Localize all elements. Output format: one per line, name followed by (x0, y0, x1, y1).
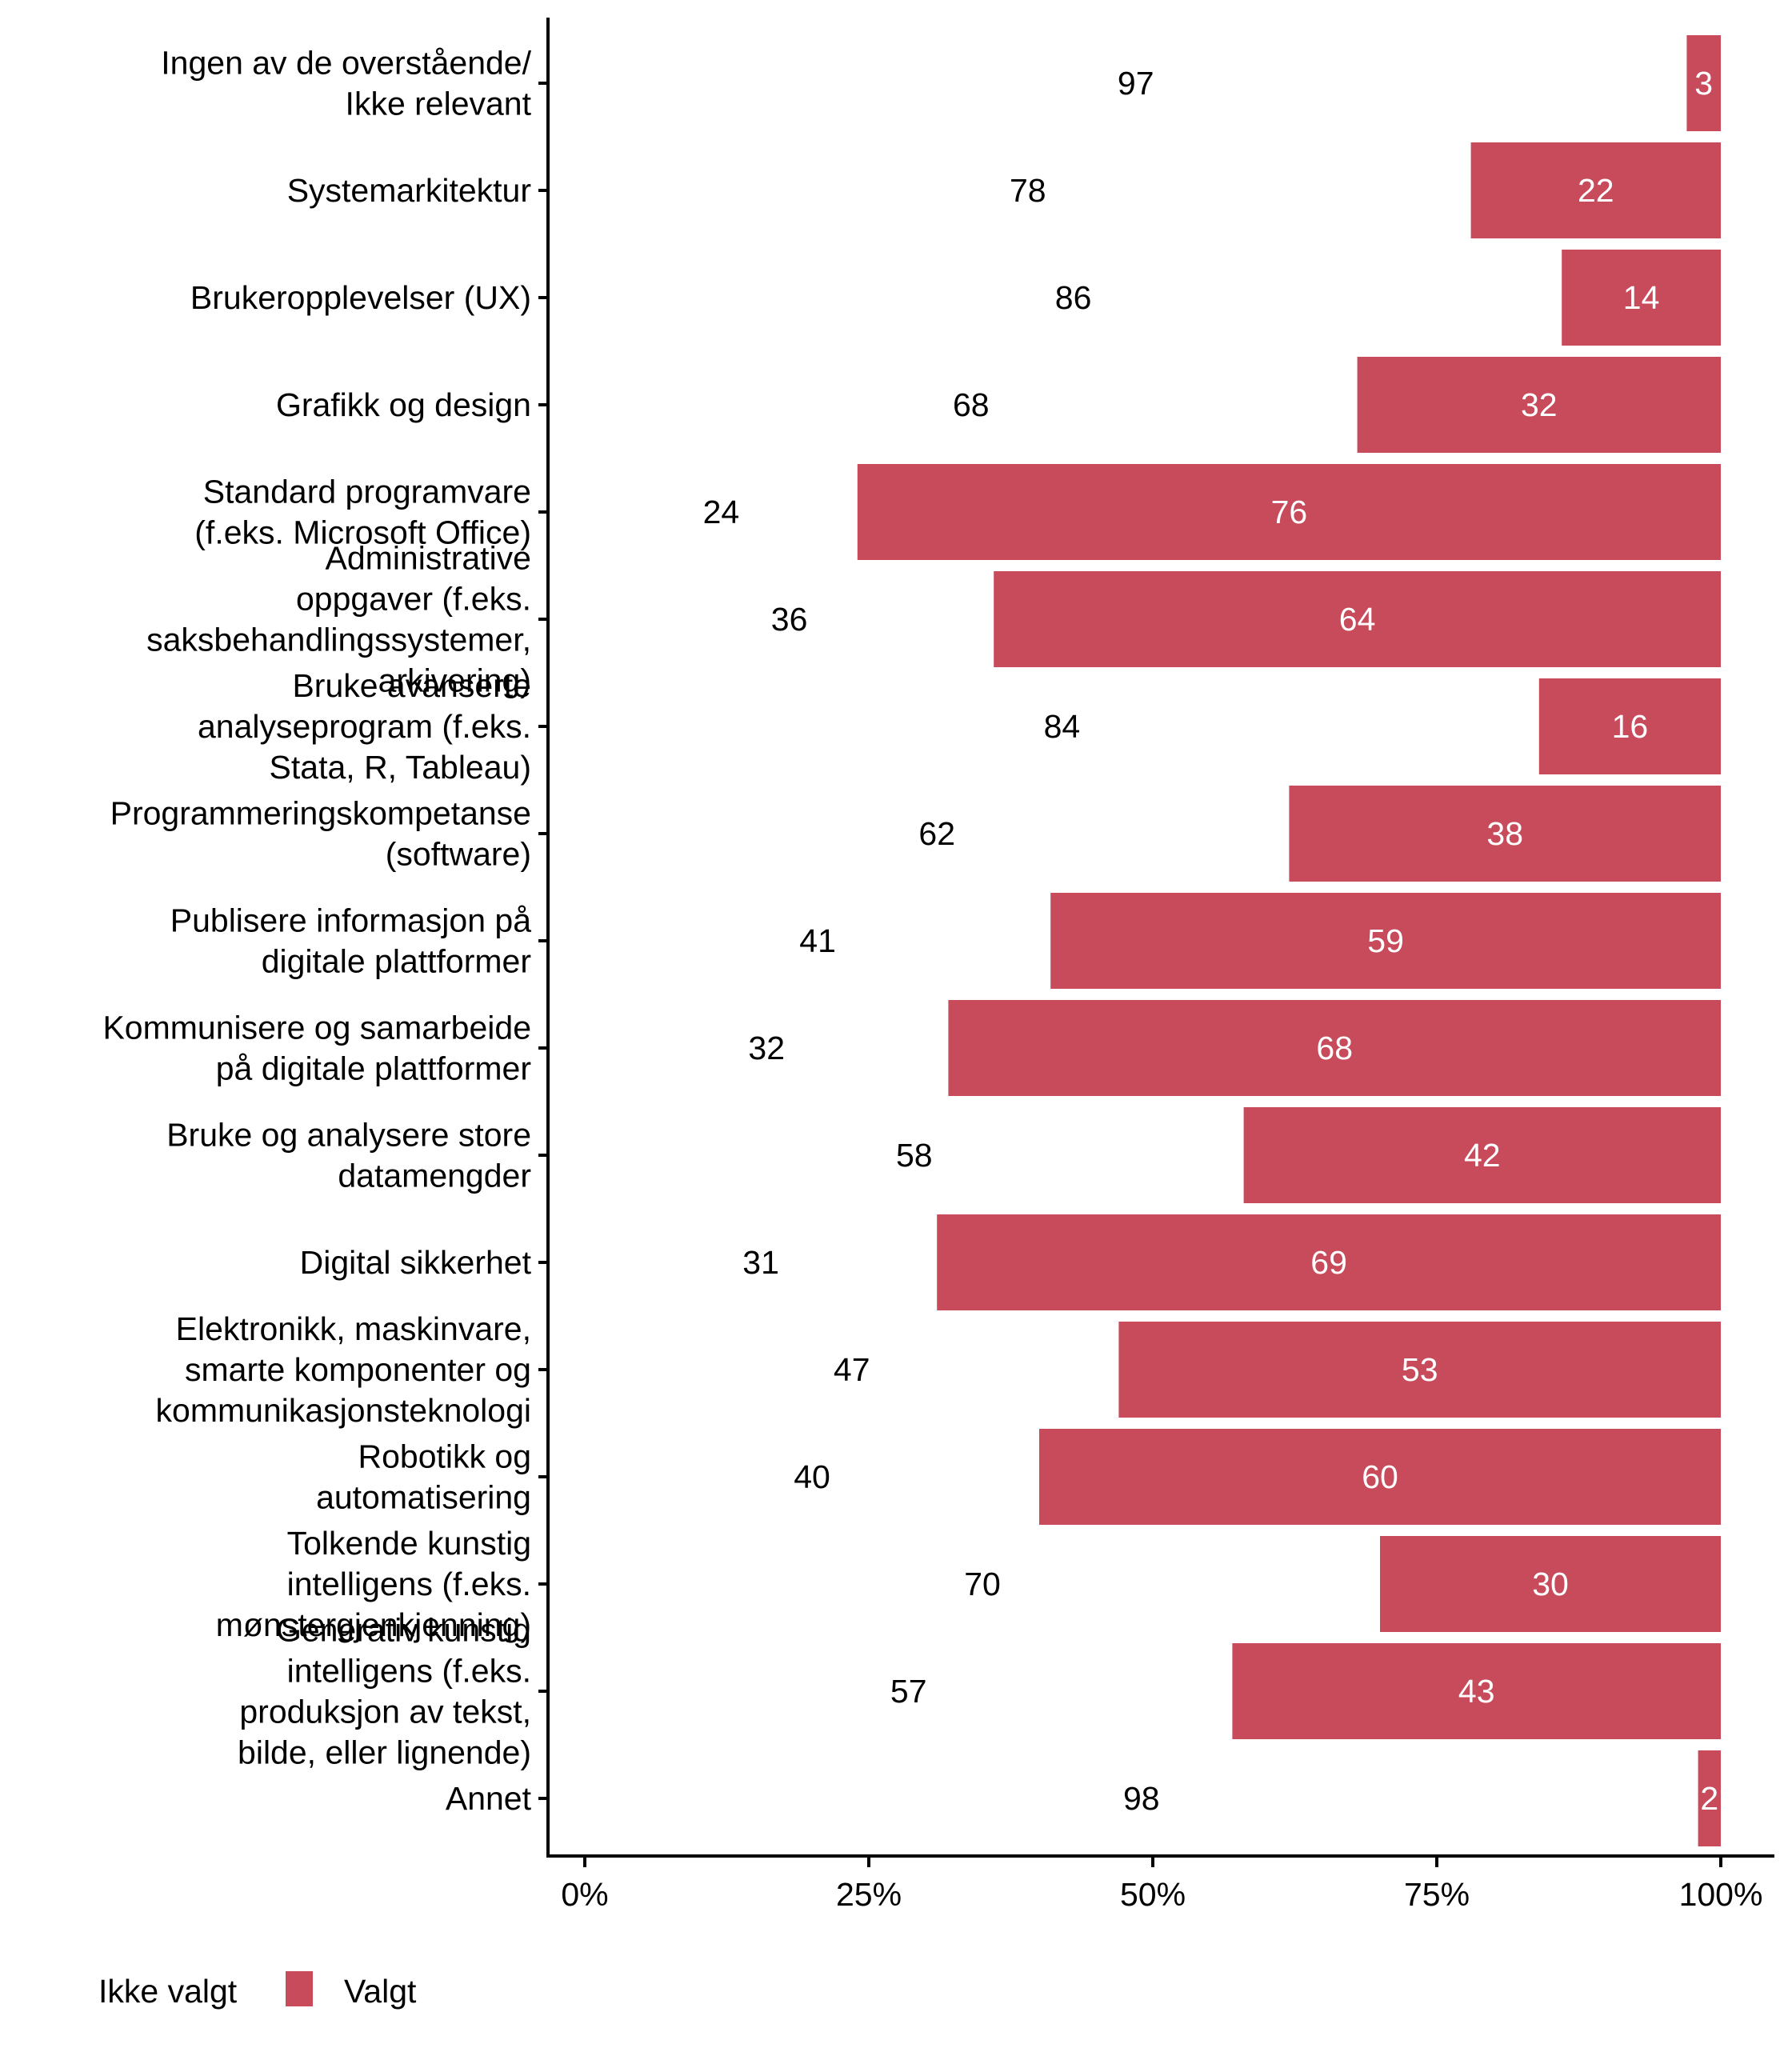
category-label: Generativ kunstig intelligens (f.eks. prod… (238, 1612, 531, 1771)
x-axis: 0% 25% 50% 75% 100% (546, 1854, 1774, 1913)
value-label-valgt: 3 (1694, 65, 1713, 102)
bar-valgt (1118, 1322, 1721, 1418)
value-label-valgt: 16 (1612, 708, 1649, 745)
bars-layer (857, 35, 1721, 1846)
category-label: Grafikk og design (276, 386, 531, 423)
value-label-ikke-valgt: 86 (1055, 279, 1092, 316)
value-label-ikke-valgt: 97 (1118, 65, 1154, 102)
value-label-valgt: 64 (1339, 601, 1376, 638)
value-label-valgt: 69 (1310, 1244, 1347, 1281)
category-label: Annet (446, 1780, 532, 1817)
value-label-ikke-valgt: 32 (748, 1030, 785, 1066)
value-label-valgt: 14 (1623, 279, 1660, 316)
value-label-ikke-valgt: 98 (1123, 1780, 1160, 1817)
bar-valgt (857, 464, 1721, 560)
value-label-ikke-valgt: 24 (703, 494, 740, 530)
category-label: Publisere informasjon på digitale plattfo… (170, 902, 531, 980)
x-tick-label: 100% (1679, 1876, 1763, 1913)
category-label: Administrative oppgaver (f.eks. saksbehand… (146, 540, 531, 699)
value-label-ikke-valgt: 84 (1044, 708, 1081, 745)
bar-valgt (1039, 1429, 1721, 1525)
bar-valgt (1243, 1107, 1721, 1203)
bar-valgt (1232, 1643, 1721, 1739)
value-label-ikke-valgt: 62 (918, 815, 955, 852)
category-label: Kommunisere og samarbeide på digitale pla… (102, 1010, 531, 1087)
value-label-ikke-valgt: 78 (1010, 172, 1046, 209)
bar-valgt (994, 571, 1721, 667)
value-label-ikke-valgt: 47 (834, 1351, 870, 1388)
value-label-ikke-valgt: 70 (964, 1566, 1001, 1602)
legend: Ikke valgt Valgt (98, 1971, 417, 2010)
x-tick-label: 75% (1404, 1876, 1470, 1913)
category-label: Systemarkitektur (287, 172, 531, 209)
value-labels-layer: 97 3 78 22 86 14 68 32 24 76 36 64 84 16 62 38 41 59 32 68 5… (703, 65, 1719, 1817)
category-label: Brukeropplevelser (UX) (190, 279, 531, 316)
category-label: Programmeringskompetanse (software) (110, 795, 531, 873)
category-label: Robotikk og automatisering (316, 1438, 531, 1516)
value-label-ikke-valgt: 40 (794, 1458, 830, 1495)
value-label-valgt: 60 (1362, 1458, 1398, 1495)
value-label-ikke-valgt: 36 (771, 601, 808, 638)
value-label-valgt: 30 (1532, 1566, 1569, 1602)
value-label-valgt: 76 (1271, 494, 1308, 530)
value-label-ikke-valgt: 68 (953, 386, 990, 423)
category-label: Standard programvare (f.eks. Microsoft Of… (194, 474, 531, 551)
bar-valgt (1470, 142, 1721, 238)
legend-title-ikke-valgt: Ikke valgt (98, 1973, 238, 2010)
category-label: Tolkende kunstig intelligens (f.eks. mønst… (216, 1525, 531, 1643)
category-label: Bruke avanserte analyseprogram (f.eks. Sta… (198, 667, 531, 786)
value-label-valgt: 68 (1316, 1030, 1353, 1066)
bar-valgt (1357, 357, 1721, 453)
bar-valgt (948, 1000, 1721, 1096)
value-label-valgt: 38 (1486, 815, 1523, 852)
y-axis (538, 18, 550, 1858)
bar-valgt (1538, 678, 1721, 774)
value-label-ikke-valgt: 57 (890, 1673, 927, 1710)
bar-valgt (1289, 786, 1721, 882)
value-label-valgt: 22 (1578, 172, 1614, 209)
value-label-ikke-valgt: 31 (742, 1244, 779, 1281)
value-label-valgt: 59 (1367, 922, 1404, 959)
category-label: Digital sikkerhet (300, 1244, 532, 1281)
category-label: Elektronikk, maskinvare, smarte komponent… (156, 1310, 531, 1429)
bar-valgt (1562, 250, 1721, 346)
value-label-valgt: 42 (1464, 1137, 1501, 1174)
value-label-valgt: 53 (1402, 1351, 1438, 1388)
value-label-valgt: 43 (1458, 1673, 1495, 1710)
x-tick-label: 0% (561, 1876, 608, 1913)
legend-label-valgt: Valgt (344, 1973, 417, 2010)
value-label-valgt: 32 (1521, 386, 1558, 423)
bar-valgt (1698, 1750, 1721, 1846)
x-tick-label: 50% (1120, 1876, 1186, 1913)
value-label-ikke-valgt: 41 (799, 922, 836, 959)
category-label: Bruke og analysere store datamengder (166, 1117, 531, 1194)
value-label-ikke-valgt: 58 (896, 1137, 933, 1174)
x-tick-label: 25% (836, 1876, 902, 1913)
bar-valgt (937, 1214, 1721, 1310)
bar-valgt (1050, 893, 1721, 989)
category-label: Ingen av de overstående/Ikke relevant (161, 45, 531, 122)
category-labels-layer: Ingen av de overstående/Ikke relevant Sys… (102, 45, 531, 1818)
bar-valgt (1380, 1536, 1721, 1632)
legend-key-valgt (286, 1971, 313, 2006)
bar-valgt (1686, 35, 1721, 131)
value-label-valgt: 2 (1700, 1780, 1718, 1817)
